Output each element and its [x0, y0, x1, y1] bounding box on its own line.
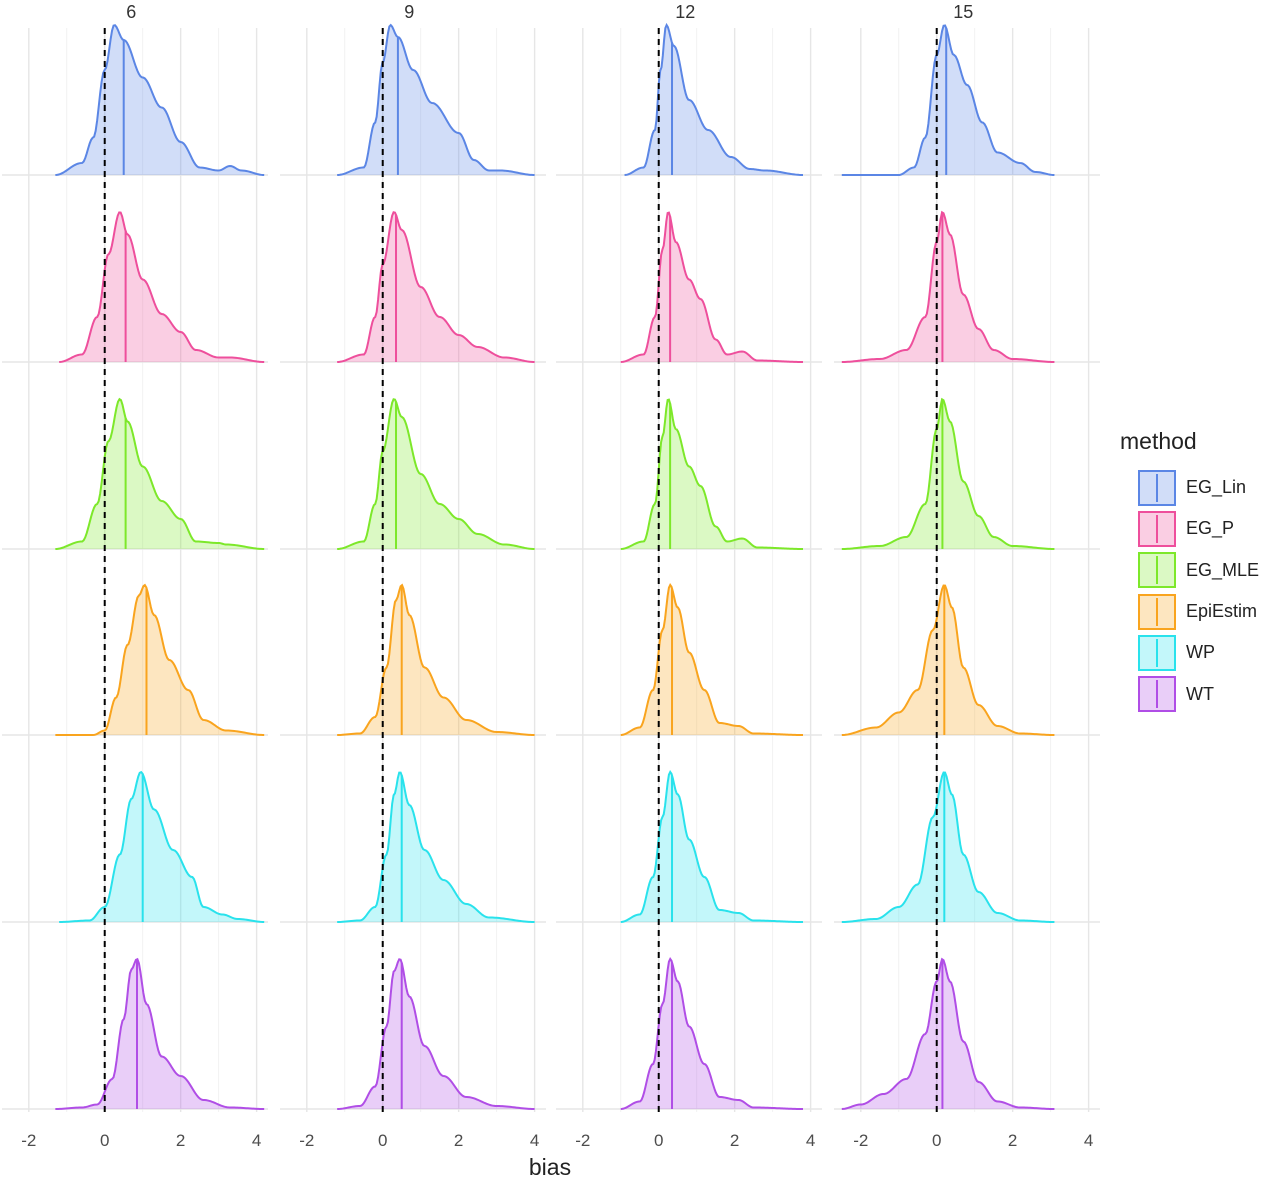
density-curve-EG_P-9 — [337, 211, 535, 363]
legend-key-EG_P — [1138, 510, 1176, 547]
x-axis-title: bias — [529, 1154, 571, 1179]
grid — [834, 28, 1100, 1112]
x-tick-label: -2 — [853, 1131, 868, 1150]
density-curve-EG_MLE-15 — [841, 397, 1055, 550]
density-curve-WT-15 — [841, 957, 1055, 1110]
facet-panel-9: 9 -2 0 2 4 — [280, 2, 546, 1150]
density-fill-WP-9 — [337, 772, 535, 922]
density-fill-WT-12 — [620, 959, 804, 1109]
density-curve-WP-6 — [59, 770, 265, 923]
density-fill-WT-15 — [841, 959, 1055, 1109]
grid — [556, 28, 822, 1112]
density-fill-EpiEstim-6 — [55, 585, 265, 735]
x-tick-label: 4 — [1084, 1131, 1093, 1150]
density-fill-EpiEstim-9 — [337, 585, 535, 735]
density-curve-WP-9 — [337, 771, 535, 923]
facet-panel-6: 6 -2 0 2 4 — [2, 2, 268, 1150]
x-tick-label: 2 — [176, 1131, 185, 1150]
legend-title: method — [1120, 428, 1197, 454]
legend-item-EG_MLE: EG_MLE — [1120, 550, 1270, 591]
legend-key-EpiEstim — [1138, 593, 1176, 630]
density-curve-EG_Lin-15 — [841, 24, 1055, 176]
x-tick-label: 2 — [1008, 1131, 1017, 1150]
density-curve-WP-12 — [620, 770, 804, 923]
facet-label-6: 6 — [126, 2, 136, 22]
density-curve-EpiEstim-12 — [620, 583, 804, 736]
density-fill-EG_MLE-6 — [55, 399, 265, 549]
legend-label: EpiEstim — [1186, 601, 1258, 622]
density-fill-EG_Lin-12 — [624, 25, 804, 175]
density-fill-EG_P-12 — [620, 212, 804, 362]
density-curve-EG_Lin-6 — [55, 24, 265, 176]
legend-label: EG_MLE — [1186, 559, 1260, 580]
facet-label-15: 15 — [953, 2, 973, 22]
facet-panel-15: 15 -2 0 2 4 — [834, 2, 1100, 1150]
x-tick-label: 2 — [454, 1131, 463, 1150]
facet-label-12: 12 — [675, 2, 695, 22]
density-fill-WP-12 — [620, 772, 804, 922]
density-curve-EG_MLE-6 — [55, 397, 265, 550]
density-fill-WP-6 — [59, 772, 265, 922]
density-fill-EG_P-9 — [337, 212, 535, 362]
density-fill-EpiEstim-12 — [620, 585, 804, 735]
legend-label: WT — [1186, 683, 1214, 704]
facet-label-9: 9 — [404, 2, 414, 22]
legend-key-WP — [1138, 634, 1176, 671]
density-curve-EG_P-12 — [620, 211, 804, 363]
density-curve-EpiEstim-6 — [55, 583, 265, 736]
legend-label: WP — [1186, 642, 1215, 663]
x-tick-label: 0 — [654, 1131, 663, 1150]
legend: method EG_Lin EG_P EG_MLE EpiEstim WP WT — [1120, 428, 1270, 715]
density-fill-EG_P-15 — [841, 212, 1055, 362]
legend-item-EpiEstim: EpiEstim — [1120, 591, 1270, 632]
legend-key-EG_Lin — [1138, 469, 1176, 506]
density-fill-WP-15 — [841, 772, 1055, 922]
grid — [2, 28, 268, 1112]
density-fill-EpiEstim-15 — [841, 585, 1055, 735]
x-tick-label: -2 — [299, 1131, 314, 1150]
density-curve-EG_Lin-9 — [337, 23, 535, 176]
density-curve-WT-12 — [620, 957, 804, 1110]
grid — [280, 28, 546, 1112]
x-tick-label: 0 — [100, 1131, 109, 1150]
x-tick-label: 2 — [730, 1131, 739, 1150]
density-curve-EG_Lin-12 — [624, 22, 804, 176]
legend-label: EG_Lin — [1186, 477, 1247, 498]
legend-item-EG_P: EG_P — [1120, 508, 1270, 549]
density-curve-EpiEstim-15 — [841, 584, 1055, 736]
legend-item-WT: WT — [1120, 673, 1270, 714]
density-curve-WT-9 — [337, 958, 535, 1110]
legend-item-WP: WP — [1120, 632, 1270, 673]
legend-key-EG_MLE — [1138, 552, 1176, 589]
legend-label: EG_P — [1186, 518, 1235, 539]
x-tick-label: 0 — [932, 1131, 941, 1150]
density-curve-WP-15 — [841, 771, 1055, 923]
legend-key-WT — [1138, 676, 1176, 713]
x-tick-label: 4 — [806, 1131, 815, 1150]
x-tick-label: 4 — [530, 1131, 539, 1150]
density-fill-EG_Lin-9 — [337, 25, 535, 175]
density-fill-EG_MLE-12 — [620, 399, 804, 549]
density-curve-EG_P-15 — [841, 210, 1055, 363]
density-curve-EG_MLE-12 — [620, 398, 804, 550]
x-tick-label: -2 — [21, 1131, 36, 1150]
density-fill-WT-6 — [55, 959, 265, 1109]
density-fill-EG_MLE-9 — [337, 399, 535, 549]
density-fill-EG_MLE-15 — [841, 399, 1055, 549]
density-curve-EG_P-6 — [59, 211, 265, 363]
x-tick-label: 4 — [252, 1131, 261, 1150]
facet-panel-12: 12 -2 0 2 4 — [556, 2, 822, 1150]
density-fill-EG_Lin-15 — [841, 25, 1055, 175]
density-curve-WT-6 — [55, 957, 265, 1110]
x-tick-label: -2 — [575, 1131, 590, 1150]
density-curve-EG_MLE-9 — [337, 398, 535, 550]
density-fill-EG_P-6 — [59, 212, 265, 362]
legend-item-EG_Lin: EG_Lin — [1120, 467, 1270, 508]
x-tick-label: 0 — [378, 1131, 387, 1150]
density-curve-EpiEstim-9 — [337, 583, 535, 736]
density-fill-WT-9 — [337, 959, 535, 1109]
